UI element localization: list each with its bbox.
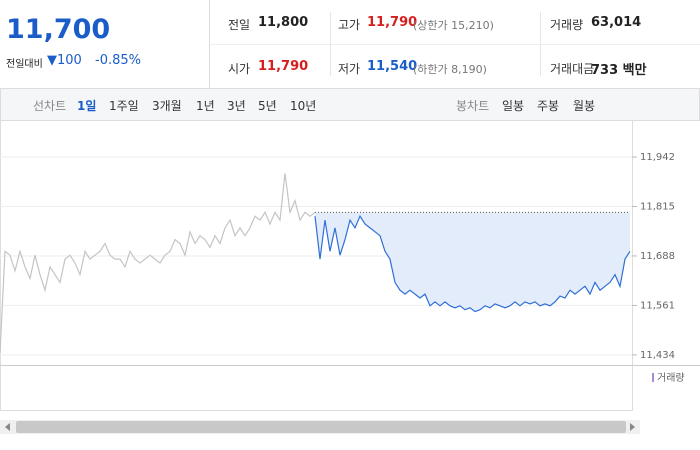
tab-label: 봉차트 — [456, 99, 490, 113]
quote-panel: 11,700 전일대비 ▼100 -0.85% 전일 11,800 고가 11,790… — [0, 0, 700, 89]
info-label: 전일 — [228, 18, 251, 32]
info-value: 733 백만 — [591, 63, 647, 78]
tab-label: 선차트 — [33, 99, 67, 113]
period-tab[interactable]: 1년 — [196, 99, 215, 113]
info-label: 거래량 — [550, 18, 584, 32]
candle-tab[interactable]: 주봉 — [537, 99, 560, 113]
info-value: 11,790 — [367, 15, 418, 30]
period-tab[interactable]: 1주일 — [109, 99, 139, 113]
y-tick-label: 11,434 — [640, 350, 675, 361]
info-value: 11,790 — [258, 59, 309, 74]
price-line — [0, 173, 316, 353]
period-tab[interactable]: 3년 — [227, 99, 246, 113]
info-label: 시가 — [228, 62, 251, 76]
divider — [210, 44, 700, 45]
period-tab[interactable]: 10년 — [290, 99, 317, 113]
y-tick-label: 11,942 — [640, 152, 675, 163]
tab-bar: 선차트 1일 1주일 3개월 1년 3년 5년 10년 봉차트 일봉 주봉 월봉 — [0, 88, 700, 121]
change-pct: -0.85% — [95, 53, 141, 68]
plot-frame — [0, 120, 633, 411]
change-label: 전일대비 — [6, 59, 43, 70]
scroll-right — [630, 423, 635, 431]
candle-tab[interactable]: 월봉 — [573, 99, 596, 113]
period-tab[interactable]: 3개월 — [152, 99, 182, 113]
info-note: (하한가 8,190) — [413, 63, 487, 76]
info-label: 거래대금 — [550, 62, 595, 76]
price: 11,700 — [6, 14, 111, 45]
info-note: (상한가 15,210) — [413, 19, 494, 32]
period-tab[interactable]: 1일 — [77, 99, 97, 113]
area-fill — [315, 212, 630, 312]
period-tab[interactable]: 5년 — [258, 99, 277, 113]
price-box — [0, 0, 210, 88]
info-value: 63,014 — [591, 15, 642, 30]
scroll-left — [5, 423, 10, 431]
y-tick-label: 11,561 — [640, 300, 675, 311]
y-tick-label: 11,688 — [640, 251, 675, 262]
legend-swatch — [652, 373, 654, 382]
info-label: 저가 — [338, 62, 361, 76]
info-value: 11,540 — [367, 59, 418, 74]
volume-label: 거래량 — [657, 372, 685, 384]
info-value: 11,800 — [258, 15, 309, 30]
price-line — [314, 214, 631, 313]
info-label: 고가 — [338, 18, 361, 32]
change: ▼100 — [47, 53, 82, 68]
scroll-thumb — [16, 421, 626, 433]
candle-tab[interactable]: 일봉 — [502, 99, 525, 113]
y-tick-label: 11,815 — [640, 202, 675, 213]
